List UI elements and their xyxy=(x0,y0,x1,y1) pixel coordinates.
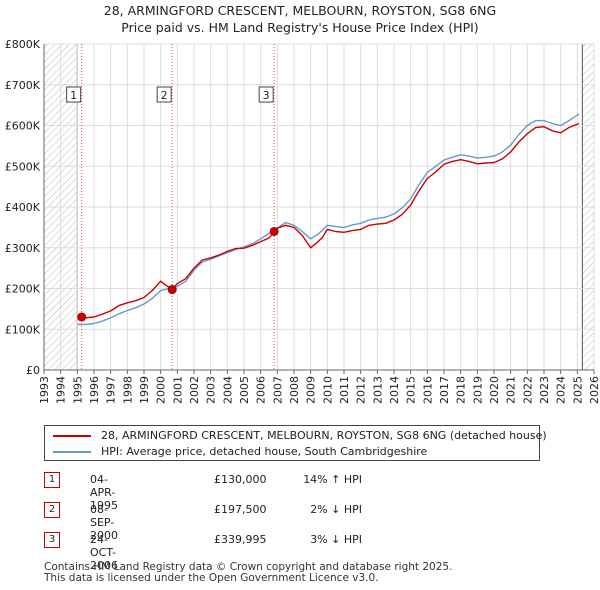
sale-label-box xyxy=(156,86,172,103)
x-tick-label: 1993 xyxy=(38,376,51,404)
sale-date: 04-APR-1995 xyxy=(90,473,118,512)
sale-label-number: 1 xyxy=(70,89,77,102)
y-tick-label: £800K xyxy=(5,38,41,51)
x-tick-label: 2016 xyxy=(421,376,434,404)
y-tick-label: £100K xyxy=(5,323,41,336)
sale-point xyxy=(269,226,279,236)
footer-licence: This data is licensed under the Open Gov… xyxy=(44,572,379,584)
sale-date: 24-OCT-2006 xyxy=(90,533,118,572)
x-tick-label: 2009 xyxy=(305,376,318,404)
y-tick-label: £500K xyxy=(5,160,41,173)
legend-label-hpi: HPI: Average price, detached house, Sout… xyxy=(101,445,428,458)
hpi-line xyxy=(77,113,580,326)
x-tick-label: 2018 xyxy=(455,376,468,404)
legend-label-property: 28, ARMINGFORD CRESCENT, MELBOURN, ROYST… xyxy=(101,429,547,442)
x-tick-label: 2003 xyxy=(205,376,218,404)
x-tick-label: 2022 xyxy=(521,376,534,404)
legend-item-property: 28, ARMINGFORD CRESCENT, MELBOURN, ROYST… xyxy=(53,428,547,444)
x-tick-label: 2012 xyxy=(355,376,368,404)
x-tick-label: 1995 xyxy=(71,376,84,404)
x-tick-label: 1996 xyxy=(88,376,101,404)
y-tick-label: £700K xyxy=(5,79,41,92)
sale-point xyxy=(167,285,177,295)
title-line-2: Price paid vs. HM Land Registry's House … xyxy=(121,20,479,35)
x-tick-label: 2024 xyxy=(555,376,568,404)
x-tick-label: 2017 xyxy=(438,376,451,404)
x-tick-label: 1994 xyxy=(55,376,68,404)
y-tick-label: £0 xyxy=(26,364,40,377)
x-tick-label: 2005 xyxy=(238,376,251,404)
x-tick-label: 2010 xyxy=(321,376,334,404)
legend-swatch-hpi xyxy=(53,451,91,453)
sale-label-box xyxy=(66,86,82,103)
chart-title: 28, ARMINGFORD CRESCENT, MELBOURN, ROYST… xyxy=(0,2,600,36)
legend-swatch-property xyxy=(53,435,91,437)
legend-item-hpi: HPI: Average price, detached house, Sout… xyxy=(53,444,427,460)
x-tick-label: 2021 xyxy=(505,376,518,404)
x-tick-label: 2023 xyxy=(538,376,551,404)
x-tick-label: 2014 xyxy=(388,376,401,404)
sale-hpi-diff: 3% ↓ HPI xyxy=(310,533,362,546)
x-tick-label: 2002 xyxy=(188,376,201,404)
price-chart: 1 2 3 £0 £100K £200K £300K £400K £500K £600K £700… xyxy=(5,38,600,404)
x-tick-label: 2013 xyxy=(371,376,384,404)
x-tick-label: 2011 xyxy=(338,376,351,404)
x-tick-label: 2020 xyxy=(488,376,501,404)
sale-hpi-diff: 14% ↑ HPI xyxy=(303,473,362,486)
x-tick-label: 1998 xyxy=(121,376,134,404)
y-tick-label: £200K xyxy=(5,283,41,296)
sale-hpi-diff: 2% ↓ HPI xyxy=(310,503,362,516)
sale-date: 08-SEP-2000 xyxy=(90,503,118,542)
x-tick-label: 1999 xyxy=(138,376,151,404)
x-tick-label: 1997 xyxy=(105,376,118,404)
sale-price: £197,500 xyxy=(214,503,267,516)
property-price-line xyxy=(81,122,580,319)
x-tick-label: 2008 xyxy=(288,376,301,404)
footer-attribution: Contains HM Land Registry data © Crown c… xyxy=(44,562,452,584)
sale-price: £130,000 xyxy=(214,473,267,486)
y-tick-label: £300K xyxy=(5,242,41,255)
x-tick-label: 2004 xyxy=(221,376,234,404)
x-tick-label: 2026 xyxy=(588,376,600,404)
x-tick-label: 2001 xyxy=(171,376,184,404)
title-line-1: 28, ARMINGFORD CRESCENT, MELBOURN, ROYST… xyxy=(103,3,497,18)
sale-label-number: 2 xyxy=(161,89,168,102)
x-tick-label: 2006 xyxy=(255,376,268,404)
sale-number-badge: 1 xyxy=(44,472,60,488)
sale-number-badge: 3 xyxy=(44,532,60,548)
sale-label-box xyxy=(258,86,274,103)
sale-number-badge: 2 xyxy=(44,502,60,518)
sale-label-number: 3 xyxy=(263,89,270,102)
sale-point xyxy=(77,312,87,322)
y-tick-label: £400K xyxy=(5,201,41,214)
x-tick-label: 2007 xyxy=(271,376,284,404)
x-tick-label: 2015 xyxy=(405,376,418,404)
chart-legend: 28, ARMINGFORD CRESCENT, MELBOURN, ROYST… xyxy=(44,425,547,461)
x-tick-label: 2025 xyxy=(571,376,584,404)
x-tick-label: 2000 xyxy=(155,376,168,404)
footer-copyright: Contains HM Land Registry data © Crown c… xyxy=(44,561,453,573)
sale-price: £339,995 xyxy=(214,533,267,546)
y-tick-label: £600K xyxy=(5,120,41,133)
x-tick-label: 2019 xyxy=(471,376,484,404)
